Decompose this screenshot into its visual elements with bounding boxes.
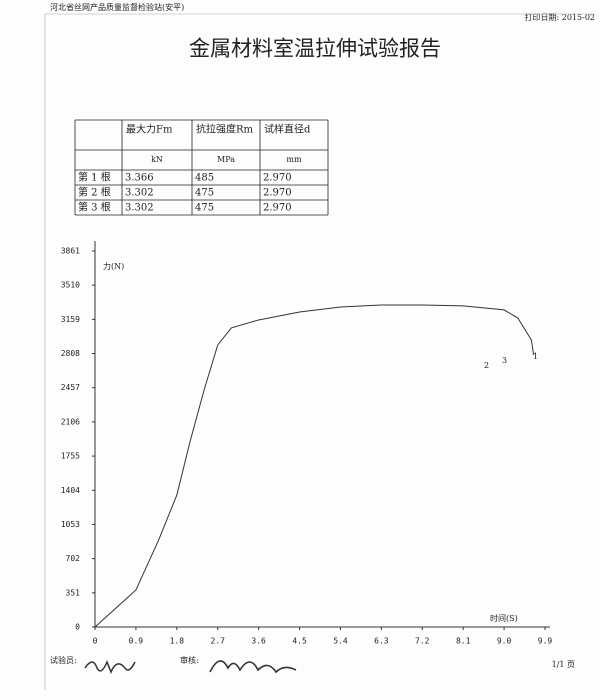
y-tick-label: 351 bbox=[66, 588, 81, 597]
y-tick-label: 3510 bbox=[61, 281, 80, 290]
chart: 0 351 702 1053 1404 1755 2106 2457 2808 3159 3510 3… bbox=[61, 241, 553, 646]
organization: 河北省丝网产品质量监督检验站(安平) bbox=[50, 2, 184, 12]
table-cell: 2.970 bbox=[263, 173, 292, 184]
y-tick-label: 3861 bbox=[61, 247, 80, 256]
x-tick-label: 4.5 bbox=[292, 637, 307, 646]
table-cell: 2.970 bbox=[263, 203, 292, 214]
y-tick-label: 1053 bbox=[61, 520, 80, 529]
column-unit: kN bbox=[151, 155, 163, 164]
x-tick-label: 0.9 bbox=[129, 637, 144, 646]
x-tick-label: 9.0 bbox=[497, 637, 512, 646]
x-axis-label: 时间(S) bbox=[490, 613, 518, 623]
y-tick-label: 3159 bbox=[61, 315, 80, 324]
x-tick-label: 2.7 bbox=[211, 637, 226, 646]
tester-label: 试验员: bbox=[50, 655, 77, 665]
report-title: 金属材料室温拉伸试验报告 bbox=[189, 37, 441, 61]
table-cell: 第 3 根 bbox=[78, 201, 111, 214]
table-cell: 第 1 根 bbox=[78, 171, 111, 184]
signature bbox=[84, 660, 136, 674]
x-tick-label: 5.4 bbox=[333, 637, 348, 646]
y-tick-label: 0 bbox=[75, 623, 80, 632]
y-axis-label: 力(N) bbox=[103, 261, 124, 271]
y-tick-label: 2457 bbox=[61, 383, 80, 392]
x-tick-label: 8.1 bbox=[456, 637, 471, 646]
y-tick-label: 2808 bbox=[61, 349, 80, 358]
x-tick-label: 3.6 bbox=[251, 637, 266, 646]
table-cell: 3.302 bbox=[125, 203, 154, 214]
x-tick-label: 6.3 bbox=[374, 637, 389, 646]
column-header: 试样直径d bbox=[264, 123, 311, 136]
column-unit: MPa bbox=[217, 155, 235, 164]
y-tick-label: 1404 bbox=[61, 486, 80, 495]
column-header: 抗拉强度Rm bbox=[196, 123, 254, 136]
column-header: 最大力Fm bbox=[126, 123, 173, 136]
table-cell: 475 bbox=[195, 188, 214, 199]
y-tick-label: 2106 bbox=[61, 417, 80, 426]
column-unit: mm bbox=[286, 155, 302, 164]
table-cell: 2.970 bbox=[263, 188, 292, 199]
table-cell: 第 2 根 bbox=[78, 186, 111, 199]
curve-label: 2 bbox=[484, 361, 489, 370]
x-tick-label: 1.8 bbox=[170, 637, 185, 646]
signature bbox=[209, 660, 297, 674]
x-tick-label: 7.2 bbox=[415, 637, 430, 646]
result-table: 最大力Fm kN 抗拉强度Rm MPa 试样直径d mm 第 1 根 3.366 485 2.97… bbox=[74, 119, 329, 216]
reviewer-label: 审核: bbox=[180, 655, 199, 665]
table-cell: 475 bbox=[195, 203, 214, 214]
table-cell: 485 bbox=[195, 173, 214, 184]
curve-label: 3 bbox=[502, 356, 507, 365]
table-cell: 3.302 bbox=[125, 188, 154, 199]
page-number: 1/1 页 bbox=[552, 660, 575, 669]
table-cell: 3.366 bbox=[125, 173, 154, 184]
y-tick-label: 1755 bbox=[61, 452, 80, 461]
print-date: 打印日期: 2015-02 bbox=[525, 12, 595, 22]
x-tick-label: 0 bbox=[93, 637, 98, 646]
curve bbox=[94, 304, 535, 628]
curve-label: 1 bbox=[533, 352, 538, 361]
x-tick-label: 9.9 bbox=[538, 637, 553, 646]
y-tick-label: 702 bbox=[66, 554, 81, 563]
